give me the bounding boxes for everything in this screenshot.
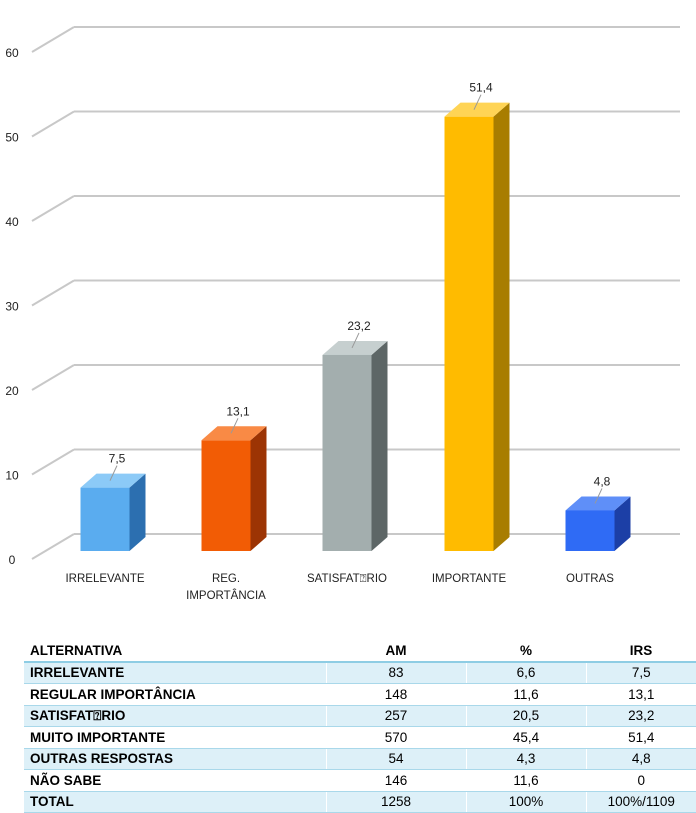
gridline-diagonal	[31, 26, 75, 53]
table-cell-value: 4,3	[465, 748, 586, 770]
table-cell-value: 11,6	[465, 683, 586, 706]
table-header-row: ALTERNATIVA AM % IRS	[24, 640, 696, 663]
gridline-diagonal	[31, 110, 75, 138]
table-row: SATISFAT⍰RIO 257 20,5 23,2	[24, 705, 696, 727]
table-row: REGULAR IMPORTÂNCIA 148 11,6 13,1	[24, 683, 696, 706]
header-alternativa: ALTERNATIVA	[24, 640, 326, 663]
table-cell-value: 146	[325, 769, 466, 792]
table-cell-value: 257	[325, 705, 466, 727]
data-label-leader	[594, 488, 603, 504]
table-cell-value: 100%/1109	[585, 791, 696, 813]
bar-side	[493, 102, 510, 552]
table-cell-value: 100%	[465, 791, 586, 813]
data-label: 13,1	[226, 404, 250, 418]
table-cell-alternativa: REGULAR IMPORTÂNCIA	[24, 683, 326, 706]
table-cell-alternativa: OUTRAS RESPOSTAS	[24, 748, 326, 770]
gridline-diagonal	[31, 364, 75, 391]
gridline-diagonal	[31, 533, 75, 560]
bar	[80, 487, 130, 551]
gridline-diagonal	[31, 195, 75, 222]
bar-top	[201, 426, 267, 441]
y-tick-label: 60	[5, 46, 19, 60]
data-label: 4,8	[594, 474, 611, 488]
table-cell-alternativa: SATISFAT⍰RIO	[24, 705, 326, 727]
table-cell-value: 45,4	[465, 726, 586, 749]
x-axis: IRRELEVANTE REG. IMPORTÂNCIA SATISFAT⍰RIO IM…	[65, 573, 614, 602]
y-axis: 0 10 20 30 40 50 60	[5, 46, 19, 567]
x-tick-label: IMPORTANTE	[432, 573, 507, 585]
bar	[322, 354, 372, 551]
y-tick-label: 50	[5, 131, 19, 145]
bar	[444, 116, 494, 552]
y-tick-label: 20	[5, 384, 19, 398]
table-row: TOTAL 1258 100% 100%/1109	[24, 791, 696, 813]
table-cell-value: 13,1	[585, 683, 696, 706]
data-label-leader	[230, 418, 239, 434]
data-label-leader	[473, 94, 482, 110]
bars: 7,5 13,1 23,2 51,4 4,8	[80, 81, 631, 552]
table-cell-value: 54	[325, 748, 466, 770]
data-label: 23,2	[347, 319, 371, 333]
table-row: NÃO SABE 146 11,6 0	[24, 769, 696, 792]
table-row: IRRELEVANTE 83 6,6 7,5	[24, 661, 696, 684]
bar-chart: 0 10 20 30 40 50 60 7,5 13,1 23,2 51,4 4,8 IRRELEV…	[5, 26, 680, 602]
table-cell-value: 0	[585, 769, 696, 792]
y-tick-label: 0	[9, 553, 16, 567]
data-label: 7,5	[109, 452, 126, 466]
bar-top	[80, 473, 146, 488]
table-cell-alternativa: MUITO IMPORTANTE	[24, 726, 326, 749]
table-cell-value: 83	[325, 661, 466, 684]
table-cell-value: 20,5	[465, 705, 586, 727]
table-row: MUITO IMPORTANTE 570 45,4 51,4	[24, 726, 696, 749]
table-cell-value: 51,4	[585, 726, 696, 749]
x-tick-label: IRRELEVANTE	[65, 573, 144, 585]
table-cell-value: 6,6	[465, 661, 586, 684]
header-irs: IRS	[586, 640, 696, 663]
bar-side	[129, 473, 146, 551]
x-tick-label: OUTRAS	[566, 573, 614, 585]
gridline-diagonal	[31, 448, 75, 476]
bar	[201, 440, 251, 551]
data-label: 51,4	[469, 81, 493, 95]
table-cell-value: 570	[325, 726, 466, 749]
header-percent: %	[466, 640, 586, 663]
y-tick-label: 30	[5, 300, 19, 314]
table-cell-alternativa: IRRELEVANTE	[24, 661, 326, 684]
table-cell-value: 148	[325, 683, 466, 706]
bar-top	[444, 102, 510, 117]
table-cell-alternativa: NÃO SABE	[24, 769, 326, 792]
bar	[565, 510, 615, 551]
data-table: ALTERNATIVA AM % IRS IRRELEVANTE 83 6,6 7,5…	[24, 640, 696, 813]
x-tick-label: REG.	[212, 573, 240, 585]
table-cell-value: 1258	[325, 791, 466, 813]
bar-side	[371, 340, 388, 551]
table-cell-value: 11,6	[465, 769, 586, 792]
y-tick-label: 10	[5, 469, 19, 483]
table-row: OUTRAS RESPOSTAS 54 4,3 4,8	[24, 748, 696, 770]
bar-side	[250, 426, 267, 551]
table-cell-value: 4,8	[585, 748, 696, 770]
table-cell-value: 7,5	[585, 661, 696, 684]
x-tick-label: SATISFAT⍰RIO	[307, 573, 387, 585]
y-tick-label: 40	[5, 215, 19, 229]
data-label-leader	[351, 332, 360, 349]
x-tick-label: IMPORTÂNCIA	[186, 589, 266, 602]
gridline-diagonal	[31, 279, 75, 307]
table-cell-alternativa: TOTAL	[24, 791, 326, 813]
table-cell-value: 23,2	[585, 705, 696, 727]
bar-side	[614, 496, 631, 551]
bar-top	[565, 496, 631, 511]
data-label-leader	[109, 465, 118, 481]
header-am: AM	[326, 640, 466, 663]
bar-top	[322, 340, 388, 355]
